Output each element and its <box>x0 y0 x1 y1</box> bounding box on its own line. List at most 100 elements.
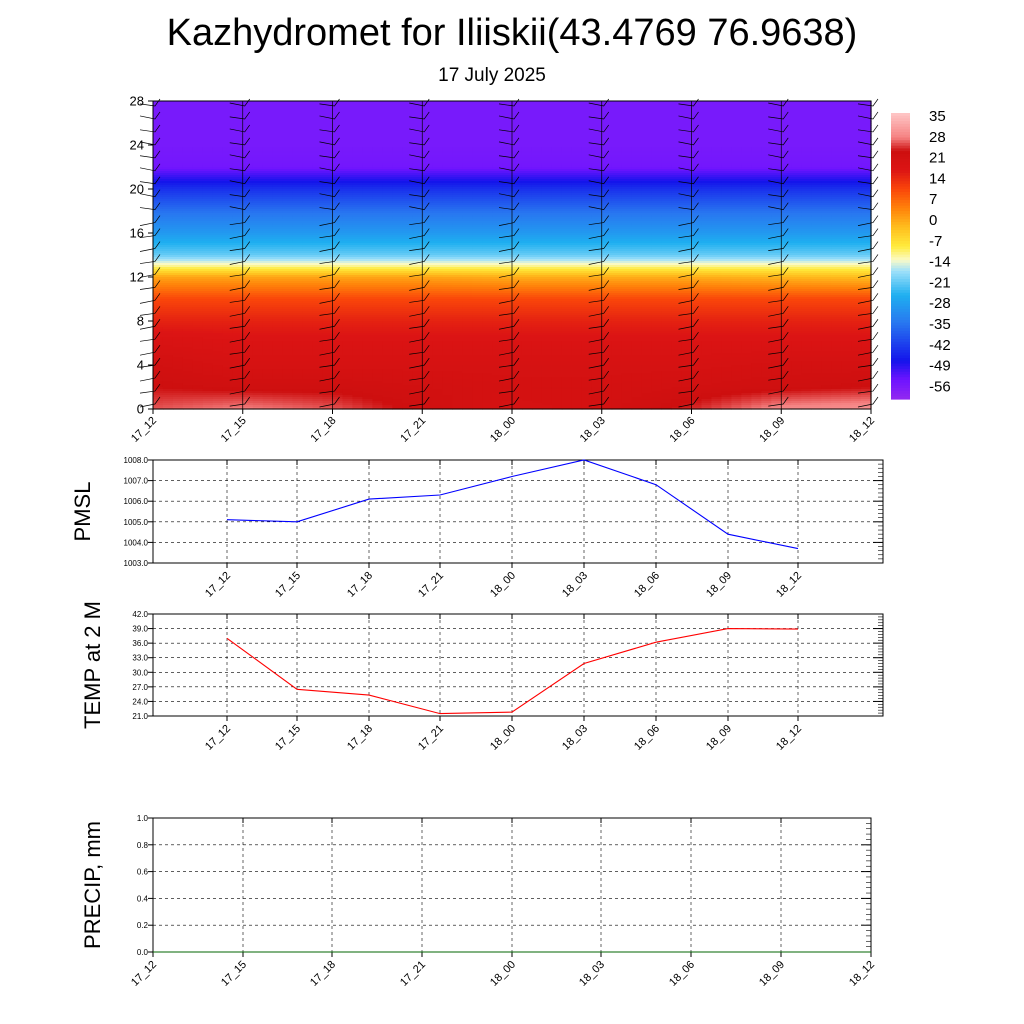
heatmap-cell <box>302 171 314 174</box>
heatmap-cell <box>362 181 373 184</box>
heatmap-cell <box>751 123 762 126</box>
heatmap-cell <box>581 137 593 140</box>
heatmap-cell <box>761 117 772 120</box>
heatmap-cell <box>472 167 483 170</box>
heatmap-cell <box>751 177 762 180</box>
heatmap-cell <box>262 125 274 128</box>
heatmap-cell <box>482 191 493 194</box>
heatmap-cell <box>551 159 563 162</box>
heatmap-cell <box>482 169 493 172</box>
heatmap-cell <box>412 137 423 140</box>
heatmap-cell <box>661 133 673 136</box>
heatmap-cell <box>352 107 364 110</box>
heatmap-cell <box>472 127 483 130</box>
heatmap-cell <box>472 101 483 104</box>
heatmap-cell <box>791 125 802 128</box>
heatmap-cell <box>372 153 383 156</box>
heatmap-cell <box>402 117 413 120</box>
heatmap-cell <box>153 159 164 162</box>
heatmap-cell <box>492 143 503 146</box>
heatmap-cell <box>492 167 503 170</box>
heatmap-cell <box>502 121 513 124</box>
heatmap-cell <box>222 123 234 126</box>
heatmap-cell <box>541 103 553 106</box>
heatmap-cell <box>492 115 503 118</box>
heatmap-cell <box>831 193 842 196</box>
heatmap-cell <box>751 175 762 178</box>
heatmap-cell <box>342 131 354 134</box>
heatmap-cell <box>262 145 274 148</box>
heatmap-cell <box>651 133 663 136</box>
heatmap-cell <box>462 125 473 128</box>
heatmap-cell <box>621 141 633 144</box>
heatmap-cell <box>362 115 373 118</box>
heatmap-cell <box>212 181 224 184</box>
heatmap-cell <box>372 119 383 122</box>
heatmap-cell <box>312 113 324 116</box>
heatmap-cell <box>581 169 593 172</box>
heatmap-cell <box>611 141 623 144</box>
heatmap-cell <box>212 151 224 154</box>
heatmap-cell <box>322 183 334 186</box>
heatmap-cell <box>761 141 772 144</box>
heatmap-cell <box>751 121 762 124</box>
heatmap-cell <box>821 179 832 182</box>
heatmap-cell <box>422 145 433 148</box>
heatmap-cell <box>651 135 663 138</box>
heatmap-cell <box>372 173 383 176</box>
heatmap-cell <box>731 163 742 166</box>
heatmap-cell <box>222 127 234 130</box>
heatmap-cell <box>551 139 563 142</box>
heatmap-cell <box>611 183 623 186</box>
heatmap-cell <box>831 189 842 192</box>
heatmap-cell <box>591 145 603 148</box>
heatmap-cell <box>482 119 493 122</box>
heatmap-cell <box>751 119 762 122</box>
heatmap-cell <box>601 173 613 176</box>
heatmap-cell <box>312 191 324 194</box>
heatmap-cell <box>731 183 742 186</box>
heatmap-cell <box>372 163 383 166</box>
heatmap-cell <box>242 151 254 154</box>
heatmap-cell <box>432 119 443 122</box>
heatmap-cell <box>242 159 254 162</box>
heatmap-cell <box>402 155 413 158</box>
heatmap-cell <box>292 191 304 194</box>
heatmap-cell <box>721 149 732 152</box>
heatmap-cell <box>611 127 623 130</box>
heatmap-cell <box>362 143 373 146</box>
heatmap-cell <box>382 193 393 196</box>
heatmap-cell <box>372 141 383 144</box>
heatmap-cell <box>671 185 683 188</box>
heatmap-cell <box>771 119 782 122</box>
heatmap-cell <box>212 173 224 176</box>
heatmap-cell <box>741 107 752 110</box>
heatmap-cell <box>751 129 762 132</box>
heatmap-cell <box>701 191 713 194</box>
heatmap-cell <box>192 101 204 104</box>
heatmap-cell <box>322 137 334 140</box>
heatmap-cell <box>711 117 723 120</box>
heatmap-cell <box>432 139 443 142</box>
heatmap-cell <box>671 121 683 124</box>
heatmap-cell <box>861 187 872 190</box>
heatmap-cell <box>521 101 533 104</box>
heatmap-cell <box>402 183 413 186</box>
heatmap-cell <box>332 111 344 114</box>
heatmap-cell <box>861 177 872 180</box>
heatmap-cell <box>472 187 483 190</box>
heatmap-cell <box>392 143 403 146</box>
heatmap-cell <box>272 113 284 116</box>
heatmap-cell <box>252 111 264 114</box>
heatmap-cell <box>811 121 822 124</box>
heatmap-cell <box>462 161 473 164</box>
heatmap-cell <box>382 135 393 138</box>
heatmap-cell <box>661 119 673 122</box>
heatmap-cell <box>372 143 383 146</box>
heatmap-cell <box>302 189 314 192</box>
heatmap-cell <box>541 137 553 140</box>
heatmap-cell <box>631 151 643 154</box>
heatmap-cell <box>761 119 772 122</box>
heatmap-cell <box>761 151 772 154</box>
heatmap-cell <box>711 167 723 170</box>
